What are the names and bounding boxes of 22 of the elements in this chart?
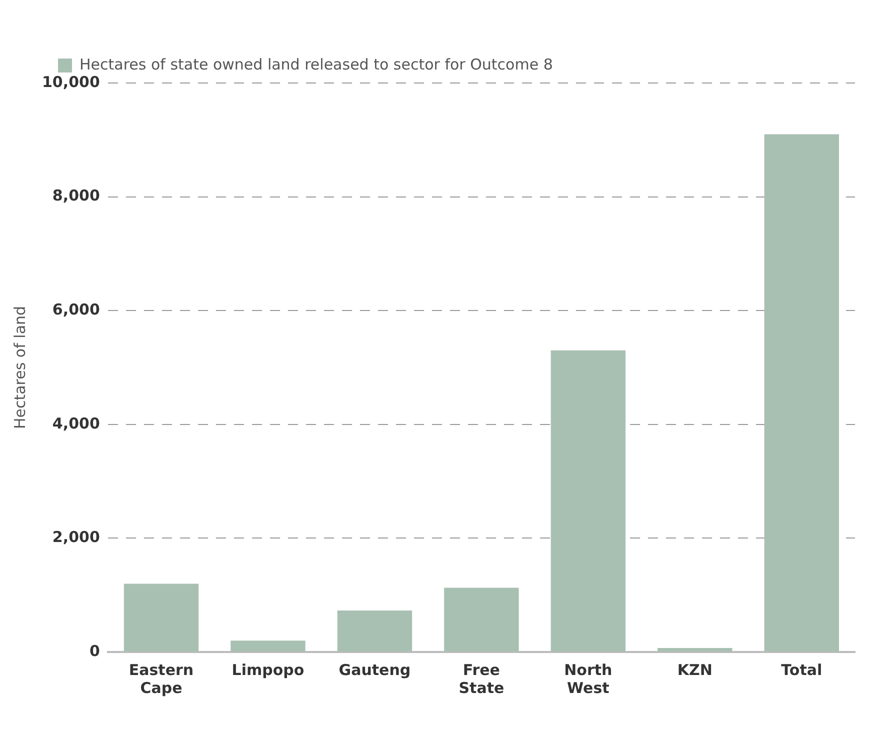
bar (124, 584, 199, 652)
x-tick-label: KZN (677, 660, 712, 679)
y-tick-label: 6,000 (52, 300, 100, 318)
x-tick-label: Limpopo (232, 660, 304, 679)
y-axis-title: Hectares of land (10, 306, 29, 430)
x-tick-label: North West (564, 660, 612, 697)
bar (337, 610, 412, 652)
legend-label: Hectares of state owned land released to sector for Outcome 8 (80, 55, 553, 74)
bar (230, 640, 306, 652)
y-tick-label: 8,000 (52, 186, 100, 205)
bar (550, 350, 626, 652)
y-tick-label: 4,000 (52, 414, 100, 432)
x-tick-label: Gauteng (338, 660, 411, 679)
x-tick-label: Total (781, 660, 822, 679)
y-tick-label: 0 (89, 642, 100, 660)
x-tick-label: Free State (458, 660, 504, 697)
bar (658, 648, 732, 652)
bar (444, 588, 519, 652)
bar (764, 134, 839, 652)
x-tick-label: Eastern Cape (128, 660, 194, 697)
y-tick-label: 2,000 (52, 528, 100, 546)
y-tick-label: 10,000 (42, 72, 100, 91)
